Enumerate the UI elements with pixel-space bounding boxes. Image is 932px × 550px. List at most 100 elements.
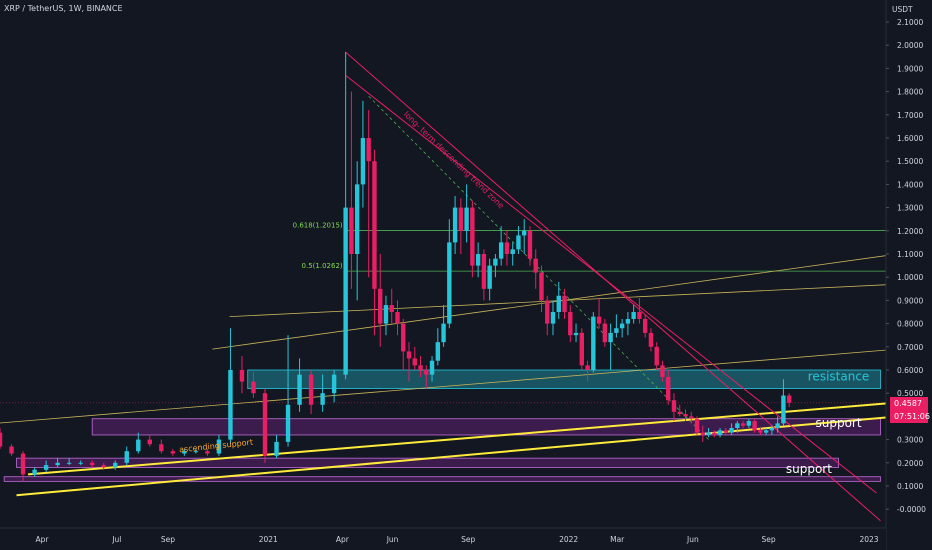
candle-body xyxy=(452,207,458,243)
time-tick-label: Sep xyxy=(762,535,776,544)
candle xyxy=(763,428,769,435)
price-tick-label: 1.9000 xyxy=(897,64,923,73)
candle xyxy=(602,318,608,347)
candle xyxy=(297,358,302,412)
candle-body xyxy=(205,451,210,454)
candle-body xyxy=(510,249,515,254)
candle xyxy=(20,451,26,482)
candle-body xyxy=(591,316,596,370)
candle xyxy=(418,356,423,377)
candle-body xyxy=(424,370,429,375)
time-tick-label: 2022 xyxy=(559,535,578,544)
candle-body xyxy=(763,430,769,433)
candle xyxy=(331,370,337,403)
candle xyxy=(424,365,429,389)
channel-lower-line xyxy=(0,348,898,424)
candle xyxy=(372,149,377,336)
channel-mid-line xyxy=(212,253,898,350)
candle xyxy=(637,298,642,324)
candle xyxy=(366,110,371,278)
time-tick-label: 2023 xyxy=(859,535,878,544)
candle-body xyxy=(239,370,245,382)
candle-body xyxy=(573,332,579,336)
candle xyxy=(66,458,72,466)
time-tick-label: Apr xyxy=(336,535,350,544)
price-tick-label: -0.0000 xyxy=(897,505,926,514)
candle xyxy=(228,328,233,445)
candle xyxy=(412,346,417,370)
candle-body xyxy=(101,465,106,468)
candle-body xyxy=(614,328,619,333)
candle-body xyxy=(389,305,394,312)
candle-body xyxy=(349,207,354,254)
candle-body xyxy=(9,446,14,454)
trend-lower-line xyxy=(345,74,877,494)
candle xyxy=(308,370,314,415)
candle xyxy=(481,249,487,301)
candle-body xyxy=(66,462,72,464)
time-axis-bg xyxy=(0,528,886,550)
candle xyxy=(101,462,106,470)
price-tick-label: 1.8000 xyxy=(897,88,923,97)
time-tick-label: Sep xyxy=(161,535,175,544)
candle xyxy=(147,434,152,447)
price-tick-label: 1.4000 xyxy=(897,180,923,189)
candle xyxy=(395,300,400,336)
currency-label: USDT xyxy=(892,5,913,14)
price-tick-label: 0.2000 xyxy=(897,459,923,468)
candle xyxy=(712,430,717,438)
candle-body xyxy=(717,430,723,435)
candle xyxy=(9,444,14,456)
candle-body xyxy=(354,184,360,254)
candle-body xyxy=(689,416,694,419)
candle-body xyxy=(372,161,377,289)
candle xyxy=(735,421,740,433)
support-label: support xyxy=(786,462,832,476)
candle xyxy=(124,446,129,466)
candle-body xyxy=(366,138,371,162)
time-tick-label: Jun xyxy=(386,535,399,544)
candle-body xyxy=(78,462,83,464)
candle xyxy=(285,335,291,447)
fib-level-label: 0.618(1.2015) xyxy=(293,221,343,229)
candle xyxy=(769,425,775,435)
candle-body xyxy=(20,453,26,475)
candle-body xyxy=(671,400,677,412)
price-tick-label: 2.0000 xyxy=(897,41,923,50)
candle xyxy=(406,342,412,382)
candle-body xyxy=(539,272,544,301)
price-tick-label: 2.1000 xyxy=(897,18,923,27)
candle xyxy=(193,448,199,454)
candle-body xyxy=(775,423,780,428)
candle xyxy=(498,226,504,266)
candle-body xyxy=(55,462,60,466)
candle xyxy=(239,356,245,394)
price-tick-label: 0.7000 xyxy=(897,343,923,352)
candle-body xyxy=(648,332,654,347)
candle xyxy=(55,458,60,468)
candle-body xyxy=(562,295,567,312)
candle-body xyxy=(527,230,533,259)
candle xyxy=(562,288,567,319)
candle-body xyxy=(262,393,268,456)
candle xyxy=(700,425,705,442)
candle-body xyxy=(487,265,492,289)
candle-body xyxy=(752,421,757,431)
candle xyxy=(159,439,164,454)
price-tick-label: 1.2000 xyxy=(897,227,923,236)
last-price-tag: 0.4587 xyxy=(890,396,928,410)
candle xyxy=(608,323,613,370)
candle xyxy=(78,460,83,466)
candle-body xyxy=(585,365,590,370)
candle xyxy=(470,200,475,278)
candle-body xyxy=(769,428,775,431)
price-axis: USDT 2.1000 2.0000 1.9000 1.8000 1.7000 1.6000… xyxy=(885,0,932,550)
candle xyxy=(504,230,510,266)
candle xyxy=(740,421,746,428)
candle-body xyxy=(470,207,475,266)
candle xyxy=(354,161,360,301)
price-tick-label: 0.1000 xyxy=(897,482,923,491)
price-tick-label: 1.3000 xyxy=(897,204,923,213)
candle-body xyxy=(677,411,682,415)
